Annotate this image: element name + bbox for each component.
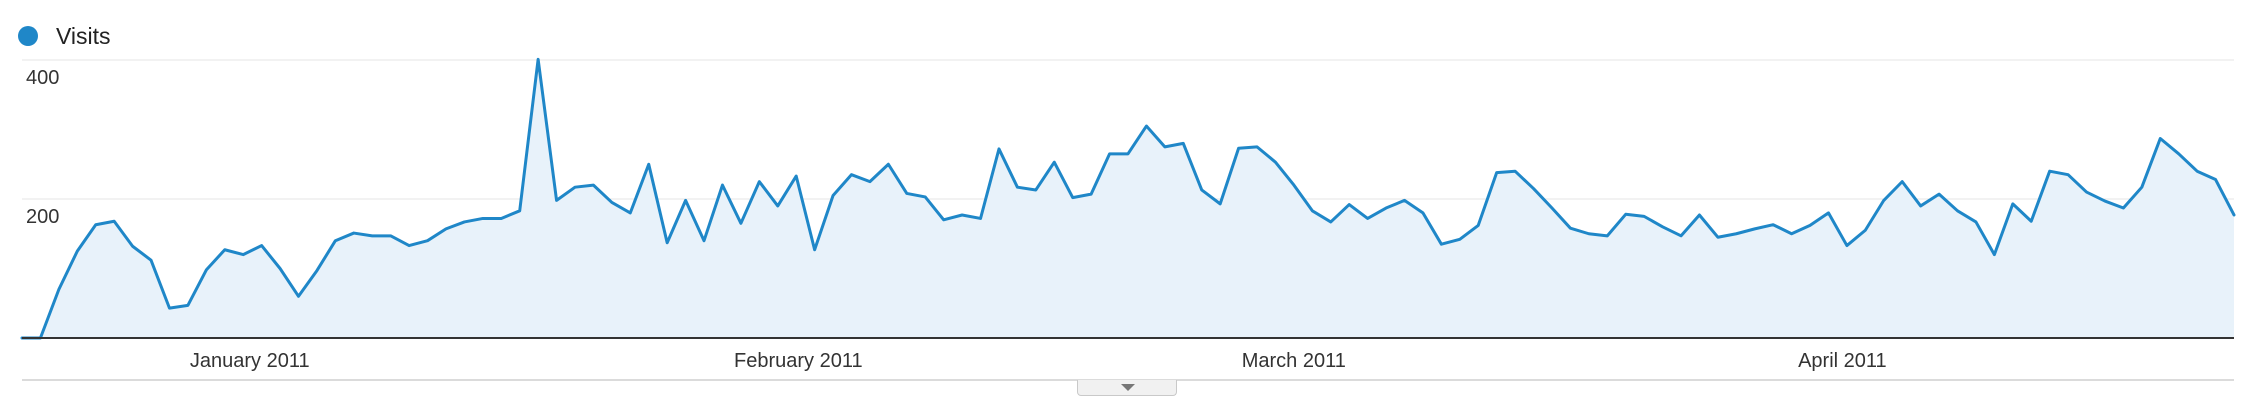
axis-layer	[22, 337, 2234, 381]
chart-legend: Visits	[18, 18, 111, 54]
collapse-chart-button[interactable]	[1077, 380, 1177, 396]
x-tick-label-1: February 2011	[734, 350, 863, 372]
series-area-fill	[22, 59, 2234, 339]
legend-series-dot[interactable]	[18, 26, 38, 46]
chevron-down-icon	[1121, 384, 1135, 391]
area-layer	[20, 57, 2236, 340]
y-tick-label-400: 400	[26, 67, 59, 89]
x-tick-label-0: January 2011	[190, 350, 310, 372]
legend-series-label: Visits	[56, 22, 111, 49]
x-tick-label-3: April 2011	[1798, 350, 1887, 372]
x-tick-label-2: March 2011	[1242, 350, 1346, 372]
series-line-visits	[20, 57, 2236, 340]
label-layer: 200 400 January 2011 February 2011 March 201…	[26, 67, 1887, 372]
y-tick-label-200: 200	[26, 206, 59, 228]
